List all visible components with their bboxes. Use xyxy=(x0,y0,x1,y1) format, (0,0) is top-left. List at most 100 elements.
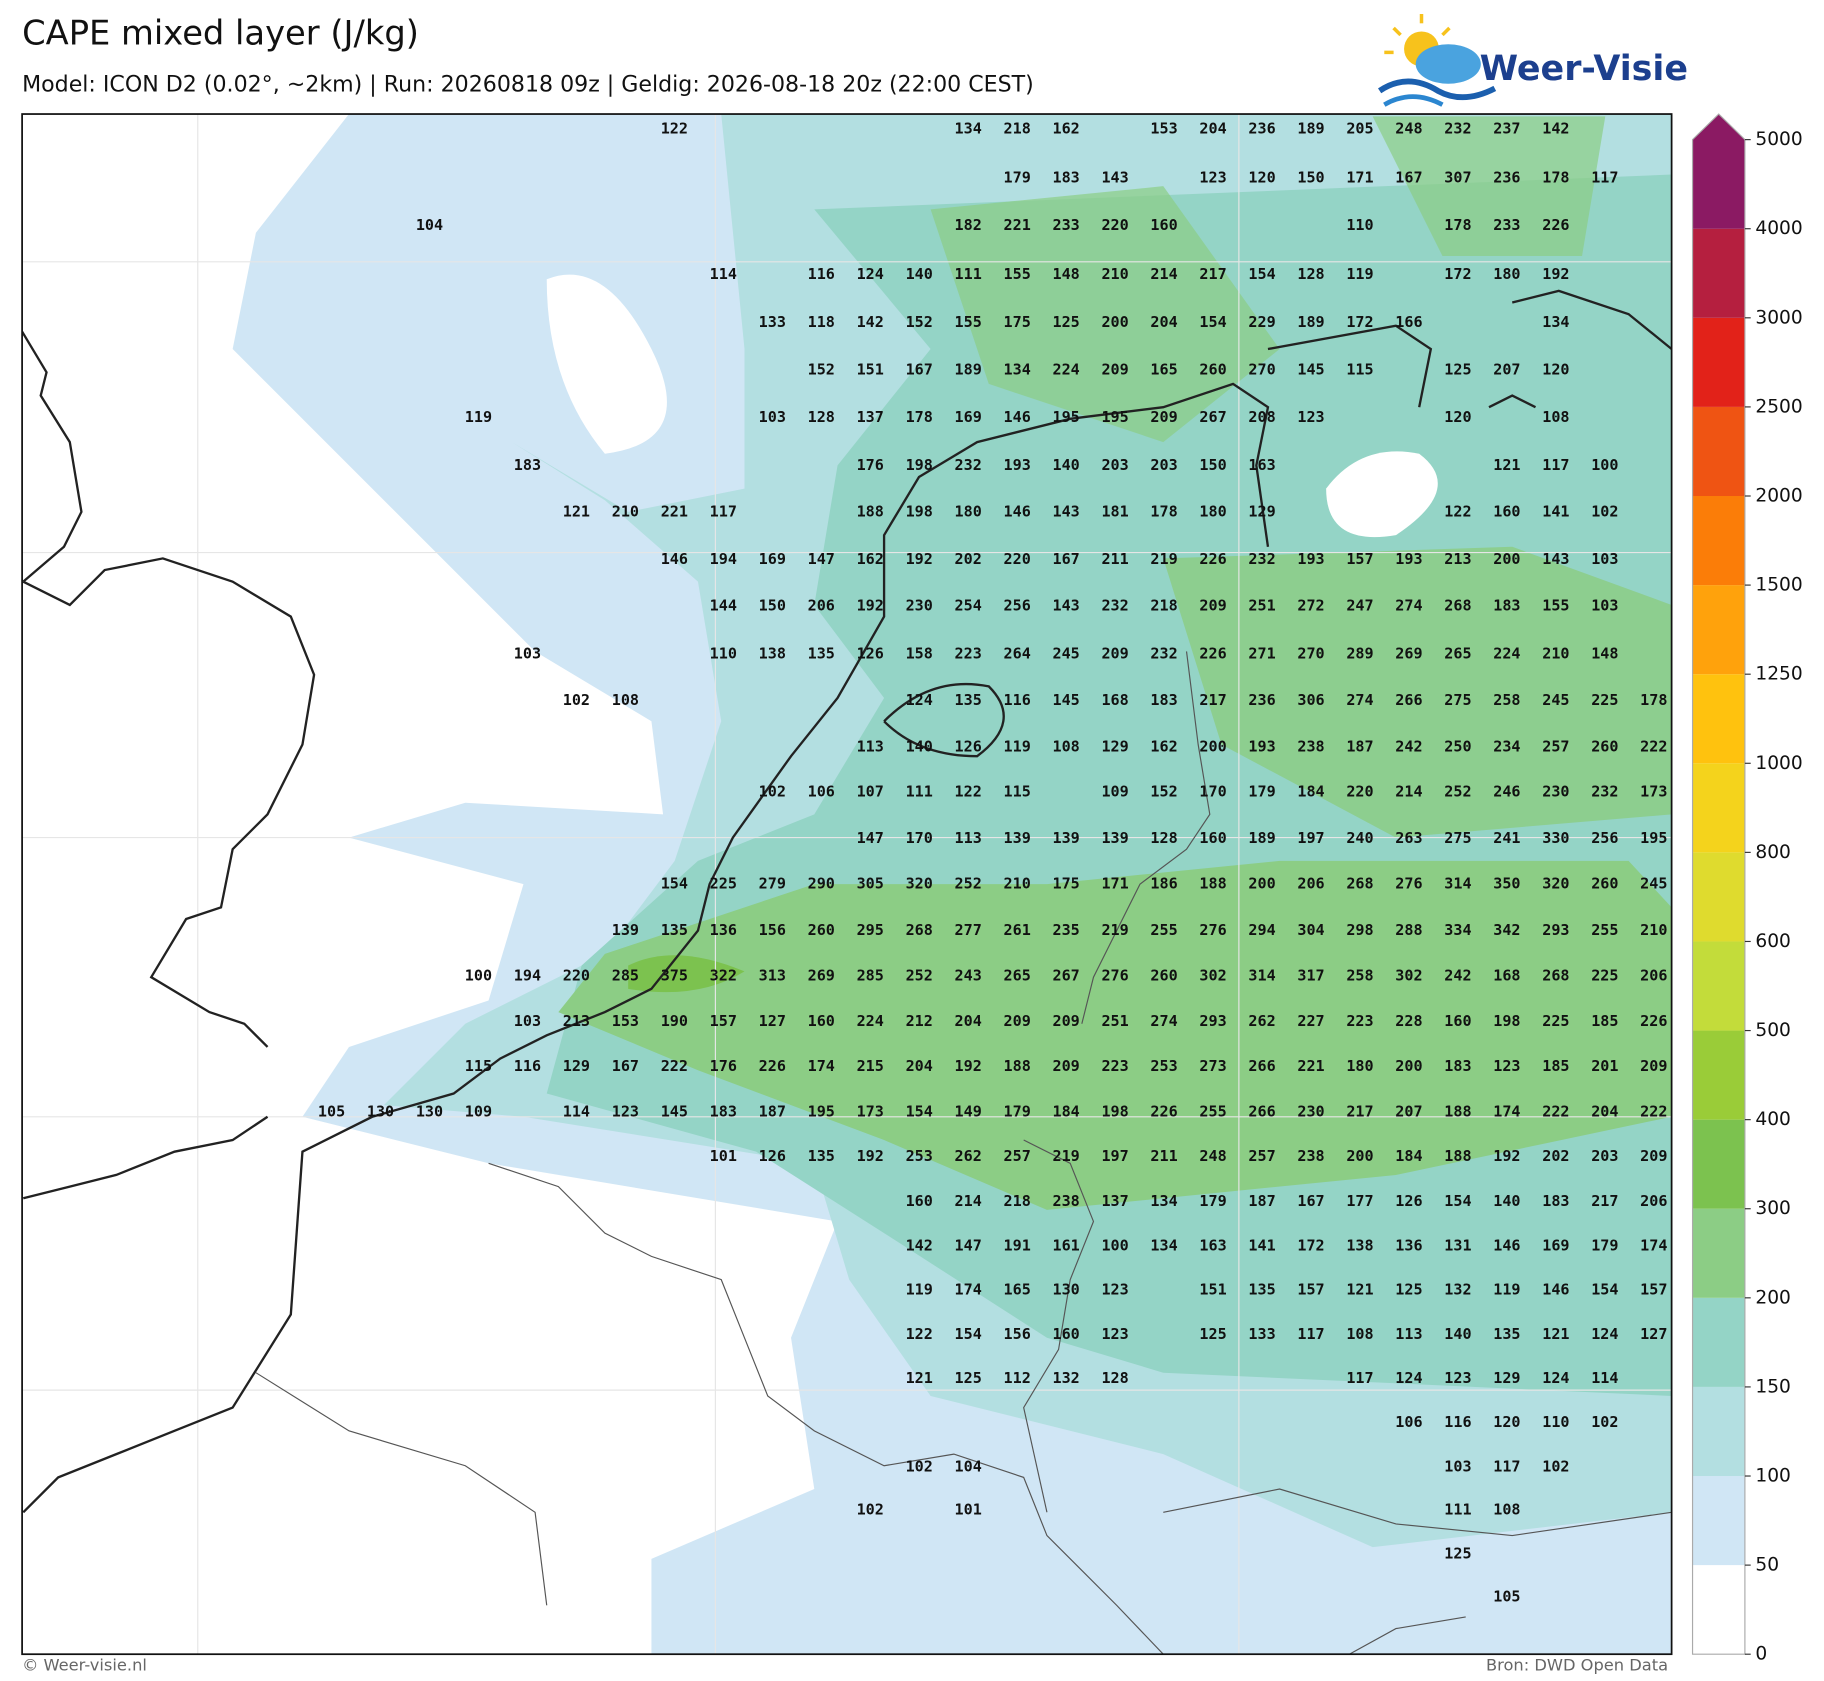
cape-value: 134 xyxy=(1150,1192,1177,1210)
cape-value: 215 xyxy=(857,1057,884,1075)
cape-value: 214 xyxy=(1150,265,1177,283)
cape-value: 275 xyxy=(1444,829,1471,847)
cape-value: 106 xyxy=(808,783,835,801)
cape-value: 197 xyxy=(1297,829,1324,847)
cape-value: 245 xyxy=(1052,644,1079,662)
cape-value: 150 xyxy=(1297,169,1324,187)
cape-value: 189 xyxy=(1297,120,1324,138)
cape-value: 141 xyxy=(1542,502,1569,520)
cape-value: 142 xyxy=(906,1236,933,1254)
cape-value: 116 xyxy=(1004,691,1031,709)
borders xyxy=(255,651,1672,1655)
cape-value: 233 xyxy=(1493,216,1520,234)
cape-value: 156 xyxy=(759,921,786,939)
cape-value: 210 xyxy=(1101,265,1128,283)
cape-value: 154 xyxy=(1199,313,1226,331)
cape-value: 123 xyxy=(1199,169,1226,187)
cape-value: 225 xyxy=(1542,1012,1569,1030)
cape-value: 204 xyxy=(955,1012,982,1030)
cape-value: 193 xyxy=(1248,737,1275,755)
cape-value: 271 xyxy=(1248,644,1275,662)
cape-value: 285 xyxy=(857,967,884,985)
cape-value: 226 xyxy=(759,1057,786,1075)
footer-right: Bron: DWD Open Data xyxy=(1486,1655,1668,1674)
cape-value: 105 xyxy=(1493,1588,1520,1606)
cape-value: 102 xyxy=(857,1500,884,1518)
cape-value: 236 xyxy=(1248,120,1275,138)
cape-value: 122 xyxy=(661,120,688,138)
cape-value: 188 xyxy=(1444,1147,1471,1165)
cape-value: 161 xyxy=(1052,1236,1079,1254)
cape-value: 146 xyxy=(1004,408,1031,426)
cape-value: 119 xyxy=(906,1281,933,1299)
cape-value: 209 xyxy=(1150,408,1177,426)
cape-value: 108 xyxy=(612,691,639,709)
cape-value: 248 xyxy=(1199,1147,1226,1165)
cape-value: 109 xyxy=(465,1103,492,1121)
cape-value: 257 xyxy=(1542,737,1569,755)
cape-value: 148 xyxy=(1052,265,1079,283)
cape-value: 178 xyxy=(1542,169,1569,187)
cape-value: 314 xyxy=(1444,875,1471,893)
cape-value: 169 xyxy=(955,408,982,426)
cape-value: 269 xyxy=(808,967,835,985)
cape-value: 285 xyxy=(612,967,639,985)
cape-value: 143 xyxy=(1052,502,1079,520)
cape-value: 294 xyxy=(1248,921,1275,939)
colorbar-tick-label: 100 xyxy=(1755,1466,1791,1487)
cape-value: 192 xyxy=(955,1057,982,1075)
cape-value: 178 xyxy=(906,408,933,426)
cape-value: 172 xyxy=(1346,313,1373,331)
cape-value: 238 xyxy=(1297,737,1324,755)
cape-value: 180 xyxy=(1199,502,1226,520)
colorbar-segment xyxy=(1692,763,1745,853)
cape-value: 221 xyxy=(1004,216,1031,234)
cape-value: 313 xyxy=(759,967,786,985)
cape-value: 170 xyxy=(1199,783,1226,801)
cape-value: 224 xyxy=(1052,360,1079,378)
cape-value: 151 xyxy=(857,360,884,378)
cape-value: 268 xyxy=(1346,875,1373,893)
colorbar-segment xyxy=(1692,585,1745,675)
cape-value: 207 xyxy=(1493,360,1520,378)
cape-value: 118 xyxy=(808,313,835,331)
cape-value: 173 xyxy=(1640,783,1667,801)
cape-value: 134 xyxy=(1542,313,1569,331)
cape-value: 185 xyxy=(1591,1012,1618,1030)
cape-value: 209 xyxy=(1640,1147,1667,1165)
cape-value: 137 xyxy=(1101,1192,1128,1210)
cape-value: 126 xyxy=(759,1147,786,1165)
cape-value: 217 xyxy=(1199,691,1226,709)
cape-value: 226 xyxy=(1199,550,1226,568)
cape-value: 243 xyxy=(955,967,982,985)
cape-value: 167 xyxy=(1052,550,1079,568)
cape-value: 171 xyxy=(1101,875,1128,893)
colorbar-segment xyxy=(1692,1119,1745,1209)
cape-value: 132 xyxy=(1052,1369,1079,1387)
cape-value: 117 xyxy=(1346,1369,1373,1387)
cape-value: 246 xyxy=(1493,783,1520,801)
cape-value: 163 xyxy=(1199,1236,1226,1254)
cape-value: 245 xyxy=(1640,875,1667,893)
cape-value: 184 xyxy=(1395,1147,1422,1165)
cape-value: 110 xyxy=(710,644,737,662)
cape-value: 160 xyxy=(1150,216,1177,234)
cape-value: 127 xyxy=(1640,1325,1667,1343)
cape-value: 174 xyxy=(1493,1103,1520,1121)
cape-value: 203 xyxy=(1101,456,1128,474)
cape-value: 160 xyxy=(1444,1012,1471,1030)
cape-value: 240 xyxy=(1346,829,1373,847)
cape-value: 238 xyxy=(1052,1192,1079,1210)
colorbar-tick-label: 800 xyxy=(1755,842,1791,863)
cape-value: 213 xyxy=(1444,550,1471,568)
cape-value: 107 xyxy=(857,783,884,801)
cape-value: 184 xyxy=(1297,783,1324,801)
cape-value: 124 xyxy=(1591,1325,1618,1343)
cape-value: 222 xyxy=(1640,1103,1667,1121)
cape-value: 217 xyxy=(1591,1192,1618,1210)
cape-value: 166 xyxy=(1395,313,1422,331)
cape-value: 322 xyxy=(710,967,737,985)
cape-value: 142 xyxy=(857,313,884,331)
cape-value: 123 xyxy=(612,1103,639,1121)
cape-value: 208 xyxy=(1248,408,1275,426)
